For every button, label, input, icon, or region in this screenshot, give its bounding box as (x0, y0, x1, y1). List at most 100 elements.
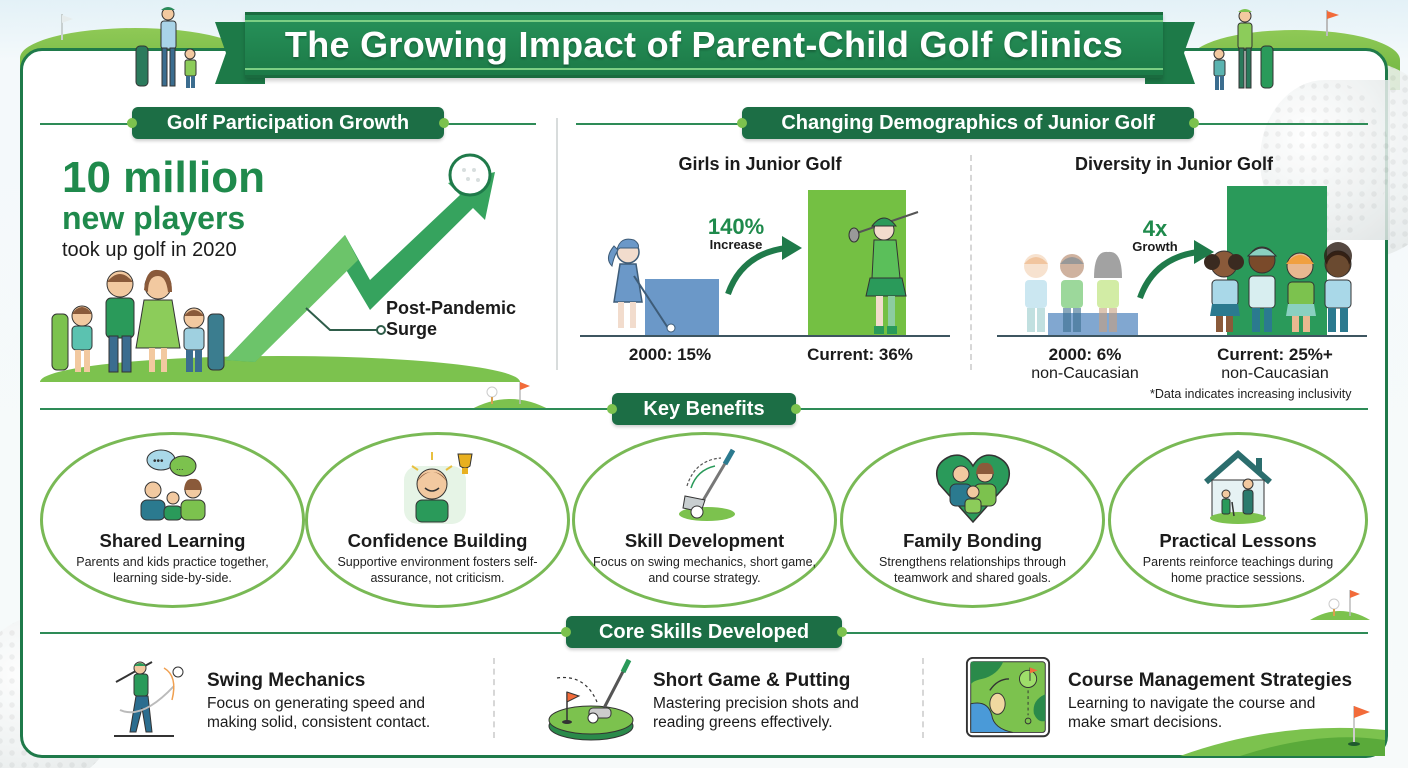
happy-child-trophy-icon (403, 452, 473, 524)
golfer-swing-icon (114, 661, 184, 737)
girl-golfer-green-icon (848, 211, 919, 334)
benefit-description: Focus on swing mechanics, short game, an… (592, 555, 817, 585)
benefit-title: Skill Development (624, 530, 785, 551)
skill-description-line: reading greens effectively. (653, 714, 833, 731)
svg-text:•••: ••• (153, 456, 164, 467)
section-header-participation: Golf Participation Growth (127, 107, 449, 139)
stat-unit: new players (62, 200, 246, 236)
footnote: *Data indicates increasing inclusivity (1150, 387, 1352, 401)
section-header-benefits: Key Benefits (607, 393, 801, 425)
bar-girls-2000 (645, 279, 719, 335)
section-title: Core Skills Developed (598, 620, 810, 643)
skill-description: Focus on generating speed and making sol… (207, 694, 430, 732)
section-title: Key Benefits (643, 397, 765, 420)
skill-title: Short Game & Putting (653, 670, 851, 691)
benefit-description: Parents reinforce teachings during home … (1142, 555, 1334, 585)
benefit-card: ••• ... Shared Learning Parents and kids… (40, 432, 305, 608)
bar-value: Current: 25%+ (1217, 345, 1333, 364)
benefit-card: Skill Development Focus on swing mechani… (572, 432, 837, 608)
putting-green-icon (548, 658, 634, 741)
growth-arrow-icon (1137, 240, 1214, 300)
participation-stat: 10 million new players took up golf in 2… (62, 153, 265, 261)
annotation-line: Post-Pandemic (386, 298, 517, 318)
diverse-kids-group-icon (1204, 242, 1352, 332)
benefit-loop-border (305, 432, 570, 608)
chart-title-girls: Girls in Junior Golf (678, 154, 842, 174)
bar-value: 2000: 6% (1048, 345, 1122, 364)
growth-value: 140% (707, 214, 765, 239)
family-heart-icon (935, 454, 1010, 524)
section-header-skills: Core Skills Developed (561, 616, 847, 648)
skill-item: Course Management Strategies Learning to… (964, 656, 1364, 746)
benefit-title: Shared Learning (99, 530, 246, 551)
growth-arrow-icon (725, 236, 802, 296)
bar-label-diversity-current: Current: 25%+ non-Caucasian (1195, 345, 1355, 383)
vertical-divider (922, 658, 924, 738)
flag-icon (1326, 10, 1339, 36)
page-title: The Growing Impact of Parent-Child Golf … (284, 24, 1124, 65)
growth-caption: Increase (709, 237, 763, 252)
kids-group-faded-icon (1024, 251, 1122, 332)
bar-label-girls-current: Current: 36% (807, 345, 913, 364)
skill-item: Swing Mechanics Focus on generating spee… (112, 656, 482, 746)
bar-label-girls-2000: 2000: 15% (628, 345, 712, 364)
benefit-loop-border (840, 432, 1105, 608)
vertical-divider (970, 155, 972, 370)
vertical-divider (493, 658, 495, 738)
vertical-divider (556, 118, 558, 370)
title-banner: The Growing Impact of Parent-Child Golf … (245, 12, 1163, 78)
skill-title: Swing Mechanics (207, 670, 366, 691)
father-son-golf-icon (135, 7, 197, 88)
flag-icon (61, 14, 73, 40)
growth-label-girls: 140% Increase (700, 214, 772, 252)
golf-club-ball-icon (678, 448, 735, 521)
hill-flag-decor-icon (1180, 706, 1385, 756)
benefit-title: Practical Lessons (1159, 530, 1317, 551)
section-title: Changing Demographics of Junior Golf (781, 111, 1155, 134)
course-map-icon (965, 656, 1051, 738)
home-practice-icon (1204, 450, 1272, 524)
benefit-description: Strengthens relationships through teamwo… (879, 555, 1066, 585)
section-title: Golf Participation Growth (166, 111, 410, 134)
family-with-golf-bags-icon (51, 269, 225, 373)
benefit-card: Practical Lessons Parents reinforce teac… (1108, 432, 1368, 608)
skill-description-line: Mastering precision shots and (653, 695, 859, 712)
benefit-loop-border (40, 432, 305, 608)
skill-description: Mastering precision shots and reading gr… (653, 694, 859, 732)
chart-baseline (997, 335, 1367, 337)
benefit-description: Parents and kids practice together, lear… (76, 555, 269, 585)
surge-annotation: Post-Pandemic Surge (386, 298, 516, 340)
tee-flag-decor-icon (1310, 590, 1370, 620)
growth-value: 4x (1142, 216, 1168, 241)
benefit-loop-border (1108, 432, 1368, 608)
tee-flag-decor-icon (470, 382, 550, 410)
bar-subtitle: non-Caucasian (1031, 365, 1139, 382)
growth-label-diversity: 4x Growth (1120, 216, 1190, 254)
benefit-title: Confidence Building (347, 530, 528, 551)
bar-subtitle: non-Caucasian (1221, 365, 1329, 382)
skill-description-line: Learning to navigate the course and (1068, 695, 1316, 712)
chart-baseline (580, 335, 950, 337)
benefit-loop-border (572, 432, 837, 608)
benefit-title: Family Bonding (903, 530, 1042, 551)
skill-description: Learning to navigate the course and make… (1068, 694, 1315, 732)
section-header-demographics: Changing Demographics of Junior Golf (737, 107, 1199, 139)
stat-value: 10 million (62, 153, 265, 202)
benefit-description: Supportive environment fosters self-assu… (337, 555, 538, 585)
skill-description-line: Focus on generating speed and (207, 695, 426, 712)
growth-caption: Growth (1132, 239, 1178, 254)
skill-title: Course Management Strategies (1068, 670, 1353, 691)
bar-label-diversity-2000: 2000: 6% non-Caucasian (1010, 345, 1160, 383)
skill-description-line: making solid, consistent contact. (207, 714, 431, 731)
rising-arrow-icon (40, 153, 520, 382)
stat-caption: took up golf in 2020 (62, 239, 237, 261)
benefit-card: Confidence Building Supportive environme… (305, 432, 570, 608)
skill-item: Short Game & Putting Mastering precision… (545, 656, 915, 746)
svg-text:...: ... (176, 462, 184, 472)
girl-golfer-blue-icon (608, 238, 676, 333)
family-chat-icon: ••• ... (140, 449, 205, 521)
skill-description-line: make smart decisions. (1068, 714, 1223, 731)
annotation-line: Surge (386, 319, 438, 339)
mother-son-golf-icon (1213, 9, 1274, 90)
chart-title-diversity: Diversity in Junior Golf (1074, 154, 1274, 174)
